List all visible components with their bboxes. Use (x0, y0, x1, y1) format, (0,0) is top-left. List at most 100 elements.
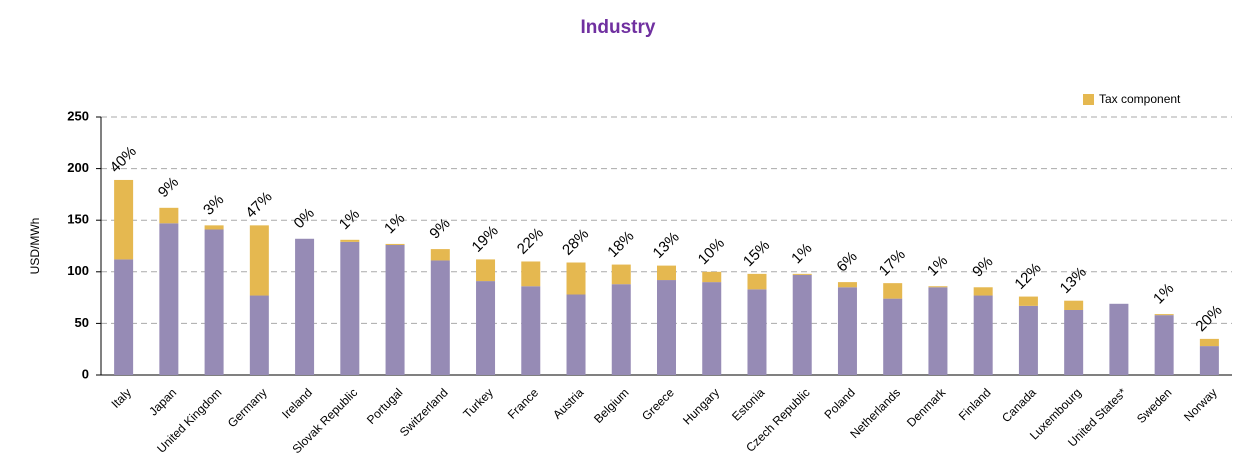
share-label: 9% (426, 215, 453, 242)
bar-segment (114, 179, 134, 260)
bar-segment (340, 239, 360, 242)
bar-segment (521, 286, 541, 375)
x-tick-label: Denmark (904, 385, 949, 430)
share-label: 0% (291, 205, 318, 232)
y-tick-label: 50 (75, 315, 89, 330)
bar-segment (928, 286, 948, 288)
bar-segment (1199, 338, 1219, 347)
y-tick-label: 200 (67, 160, 89, 175)
x-tick-label: Greece (639, 385, 677, 423)
x-tick-label: Germany (225, 385, 270, 430)
x-tick-label: Portugal (364, 385, 406, 427)
bar-segment (385, 244, 405, 375)
x-tick-label: Belgium (591, 385, 632, 426)
bar-segment (159, 223, 179, 375)
share-label: 19% (469, 222, 502, 255)
x-tick-label: Estonia (729, 385, 767, 423)
x-tick-label: Italy (109, 385, 134, 410)
bar-segment (204, 225, 224, 230)
share-label: 1% (1150, 280, 1177, 307)
bar-segment (430, 249, 450, 261)
bar-segment (611, 264, 631, 285)
chart-title: Industry (581, 17, 656, 38)
bar-segment (476, 281, 496, 375)
share-label: 9% (969, 253, 996, 280)
bar-segment (973, 287, 993, 296)
bar-segment (928, 287, 948, 375)
bar-segment (837, 282, 857, 288)
bar-segment (566, 262, 586, 295)
bar-segment (792, 273, 812, 275)
bar-segment (1064, 300, 1084, 310)
share-label: 13% (649, 229, 682, 262)
y-axis-label: USD/MWh (28, 218, 42, 275)
x-tick-label: Norway (1181, 385, 1220, 424)
share-label: 3% (200, 191, 227, 218)
bar-segment (249, 225, 269, 296)
x-tick-label: Sweden (1134, 385, 1175, 426)
share-label: 1% (381, 210, 408, 237)
share-label: 1% (788, 240, 815, 267)
y-tick-label: 250 (67, 108, 89, 123)
y-tick-label: 0 (82, 366, 89, 381)
bar-segment (385, 243, 405, 245)
bar-segment (521, 261, 541, 287)
bar-segment (295, 238, 315, 375)
share-label: 1% (336, 206, 363, 233)
y-tick-label: 100 (67, 263, 89, 278)
share-label: 10% (695, 235, 728, 268)
bar-segment (1018, 296, 1038, 306)
share-label: 9% (155, 174, 182, 201)
share-label: 17% (876, 246, 909, 279)
bar-segment (883, 283, 903, 299)
bar-segment (566, 294, 586, 375)
bar-segment (747, 289, 767, 375)
share-label: 20% (1192, 302, 1225, 335)
x-tick-label: Finland (956, 385, 994, 423)
share-label: 13% (1057, 264, 1090, 297)
share-label: 12% (1011, 260, 1044, 293)
share-label: 28% (559, 226, 592, 259)
bar-segment (476, 259, 496, 282)
x-tick-label: Hungary (680, 385, 722, 427)
bar-segment (1064, 309, 1084, 375)
bar-segment (747, 273, 767, 290)
bar-segment (159, 207, 179, 224)
share-label: 18% (604, 228, 637, 261)
legend-label: Tax component (1099, 92, 1181, 106)
bar-segment (657, 265, 676, 281)
share-label: 47% (242, 188, 275, 221)
bar-segment (1154, 315, 1174, 375)
x-tick-label: Switzerland (397, 385, 451, 439)
x-tick-label: Poland (821, 385, 857, 421)
share-label: 15% (740, 237, 773, 270)
share-label: 22% (514, 224, 547, 257)
bar-segment (1018, 305, 1038, 375)
bar-segment (973, 295, 993, 375)
x-tick-label: Ireland (279, 385, 315, 421)
share-label: 40% (107, 143, 140, 176)
y-tick-label: 150 (67, 212, 89, 227)
bar-segment (1109, 303, 1129, 375)
bar-segment (1154, 314, 1174, 316)
x-tick-label: Japan (146, 385, 179, 418)
bar-segment (702, 282, 722, 375)
bar-segment (204, 229, 224, 375)
bar-segment (430, 260, 450, 375)
legend-swatch (1083, 94, 1094, 105)
bar-segment (702, 271, 722, 283)
x-tick-label: France (505, 385, 542, 422)
x-tick-label: Turkey (460, 385, 496, 421)
x-tick-label: Canada (999, 385, 1039, 425)
bar-segment (792, 274, 812, 375)
share-label: 1% (924, 252, 951, 279)
bar-segment (657, 280, 676, 375)
bar-segment (114, 259, 134, 375)
bar-segment (611, 284, 631, 375)
x-tick-label: Austria (550, 385, 587, 422)
bar-segment (249, 295, 269, 375)
bar-segment (340, 241, 360, 375)
bar-segment (837, 287, 857, 375)
bar-segment (883, 298, 903, 375)
